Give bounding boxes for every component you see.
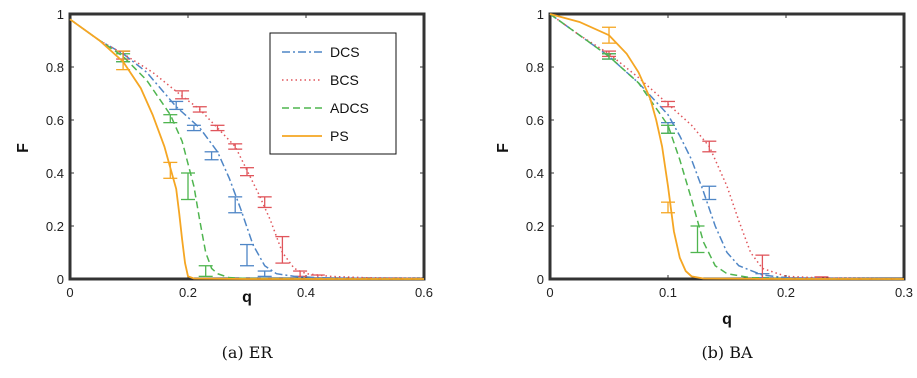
- series-line-bcs: [549, 13, 905, 280]
- chart-panel-er: 0 0.2 0.4 0.6 0 0.2 0.4 0.6 0.8 1 q F (a) ER DCS …: [15, 7, 433, 362]
- y-tick-label: 0: [537, 272, 544, 287]
- legend-label-ps: PS: [330, 128, 349, 144]
- errorbar-bcs: [275, 235, 290, 264]
- x-tick-label: 0: [546, 285, 553, 300]
- x-tick-label: 0.3: [895, 285, 913, 300]
- errorbar-dcs: [228, 196, 243, 214]
- errorbar-ps: [661, 201, 675, 214]
- series-line-bcs: [69, 18, 425, 280]
- y-tick-label: 0.6: [526, 113, 544, 128]
- errorbar-dcs: [186, 124, 201, 132]
- x-axis-label: q: [722, 311, 732, 328]
- errorbar-dcs: [702, 185, 717, 201]
- series-line-dcs: [69, 18, 425, 280]
- caption: (a) ER: [222, 343, 274, 362]
- y-tick-label: 0.8: [46, 60, 64, 75]
- legend-label-bcs: BCS: [330, 72, 359, 88]
- x-tick-label: 0.4: [297, 285, 315, 300]
- y-axis-label: F: [15, 143, 32, 153]
- legend-label-adcs: ADCS: [330, 100, 369, 116]
- y-axis-label: F: [495, 143, 512, 153]
- tick-group: 0 0.2 0.4 0.6 0 0.2 0.4 0.6 0.8 1: [46, 7, 433, 300]
- caption: (b) BA: [701, 343, 753, 362]
- x-tick-label: 0: [66, 285, 73, 300]
- y-tick-label: 1: [57, 7, 64, 22]
- errorbar-adcs: [163, 114, 178, 124]
- legend-label-dcs: DCS: [330, 44, 360, 60]
- series-line-group: [69, 18, 425, 280]
- errorbar-dcs: [204, 151, 219, 161]
- y-tick-label: 1: [537, 7, 544, 22]
- errorbar-bcs: [228, 143, 243, 150]
- errorbar-adcs: [181, 172, 195, 201]
- series-line-group: [549, 13, 905, 280]
- y-tick-label: 0.2: [46, 219, 64, 234]
- legend-box: [269, 32, 397, 155]
- y-tick-label: 0.8: [526, 60, 544, 75]
- tick-group: 0 0.1 0.2 0.3 0 0.2 0.4 0.6 0.8 1: [526, 7, 913, 300]
- y-tick-label: 0.4: [526, 166, 544, 181]
- x-tick-label: 0.2: [777, 285, 795, 300]
- series-line-adcs: [549, 13, 905, 280]
- chart-panel-ba: 0 0.1 0.2 0.3 0 0.2 0.4 0.6 0.8 1 q F (b) BA: [495, 7, 913, 362]
- errorbar-dcs: [257, 270, 272, 278]
- errorbar-adcs: [690, 225, 705, 254]
- errorbar-dcs: [240, 243, 254, 267]
- x-tick-label: 0.6: [415, 285, 433, 300]
- legend: DCS BCS ADCS PS: [269, 32, 397, 155]
- errorbar-bcs: [175, 90, 190, 100]
- x-tick-label: 0.1: [659, 285, 677, 300]
- series-line-ps: [549, 13, 904, 280]
- errorbar-bcs: [210, 124, 225, 132]
- y-tick-label: 0.4: [46, 166, 64, 181]
- series-line-dcs: [549, 13, 905, 280]
- x-axis-label: q: [242, 289, 252, 306]
- x-tick-label: 0.2: [179, 285, 197, 300]
- y-tick-label: 0.6: [46, 113, 64, 128]
- y-tick-label: 0: [57, 272, 64, 287]
- y-tick-label: 0.2: [526, 219, 544, 234]
- series-line-ps: [69, 18, 424, 280]
